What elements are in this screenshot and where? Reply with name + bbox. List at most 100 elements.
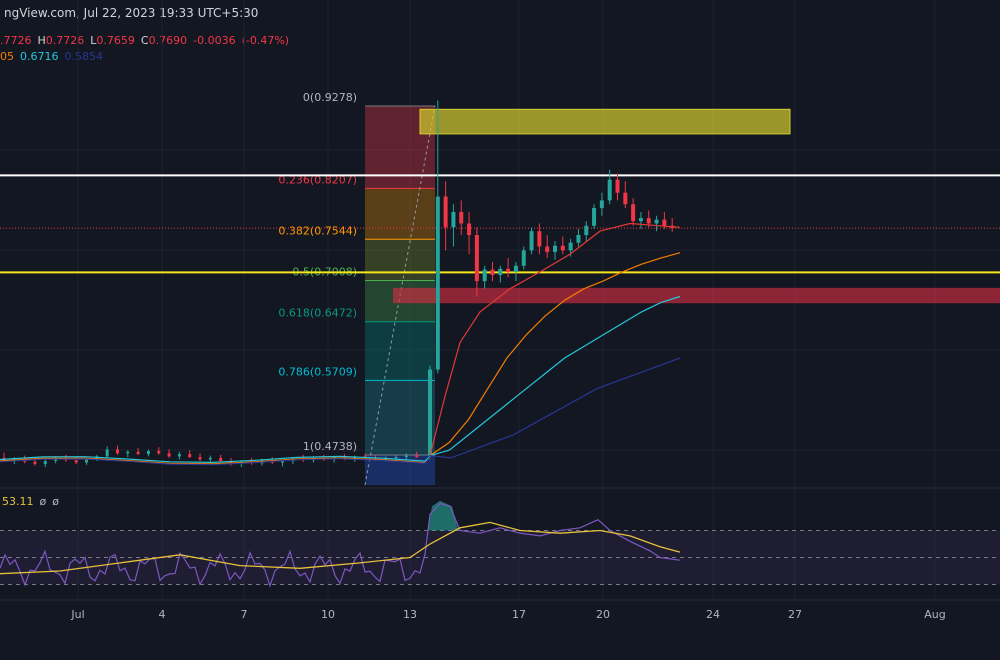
candle-down: [631, 204, 636, 222]
fib-zone: [365, 380, 435, 455]
candle-up: [553, 245, 557, 252]
ma-flat-blue: [0, 456, 431, 466]
candle-up: [607, 179, 612, 201]
x-tick-label: 27: [788, 608, 802, 621]
fib-level-label: 1(0.4738): [303, 440, 357, 453]
chart-source-header: ngView.com, Jul 22, 2023 19:33 UTC+5:30: [4, 6, 259, 20]
rsi-line: [0, 502, 681, 588]
candle-up: [281, 460, 285, 463]
x-tick-label: 24: [706, 608, 720, 621]
candle-up: [404, 455, 408, 458]
candle-down: [662, 219, 667, 226]
x-tick-label: 7: [241, 608, 248, 621]
candle-up: [576, 234, 581, 243]
candle-up: [599, 200, 604, 209]
candle-up: [208, 457, 212, 460]
x-tick-label: 20: [596, 608, 610, 621]
candle-down: [415, 455, 419, 458]
candle-up: [394, 457, 398, 459]
ma-flat-teal: [0, 455, 431, 464]
x-tick-label: Aug: [924, 608, 945, 621]
fib-level-label: 0.618(0.6472): [278, 307, 357, 320]
x-tick-label: 17: [512, 608, 526, 621]
candle-up: [584, 225, 589, 235]
candle-up: [146, 451, 150, 455]
ma-value-1: 05: [0, 50, 14, 63]
candle-down: [490, 269, 495, 275]
candle-down: [33, 461, 37, 465]
candle-down: [545, 246, 550, 252]
candle-up: [85, 459, 89, 463]
candle-up: [126, 451, 130, 454]
candle-down: [157, 451, 161, 454]
candle-down: [198, 457, 202, 460]
rsi-extra-1: ø: [39, 495, 47, 508]
x-tick-label: 10: [321, 608, 335, 621]
candle-down: [506, 268, 511, 272]
candle-down: [136, 451, 140, 455]
ma-value-2: 0.6716: [20, 50, 59, 63]
ohlc-low-label: L: [90, 34, 97, 47]
candle-down: [443, 196, 448, 228]
candle-up: [638, 218, 643, 222]
ohlc-close-label: C: [140, 34, 149, 47]
candle-up: [513, 265, 518, 272]
ohlc-open: .7726: [0, 34, 32, 47]
x-tick-label: Jul: [70, 608, 84, 621]
ohlc-close: 0.7690: [148, 34, 188, 47]
fib-zone: [365, 321, 435, 381]
candle-down: [537, 231, 542, 247]
candle-up: [482, 269, 487, 282]
demand-zone: [393, 287, 1000, 304]
candle-down: [623, 192, 628, 205]
candle-down: [373, 457, 377, 460]
candle-up: [177, 454, 181, 457]
rsi-extra-2: ø: [52, 495, 59, 508]
candle-up: [43, 460, 47, 465]
rsi-readout: 53.11 ø ø: [2, 495, 59, 508]
supply-zone: [419, 108, 791, 135]
fib-level-label: 0.786(0.5709): [278, 365, 357, 378]
fib-zone: [365, 239, 435, 281]
candle-down: [115, 449, 119, 454]
ma-teal-line: [429, 295, 681, 457]
fib-level-label: 0.382(0.7544): [278, 224, 357, 237]
candle-up: [568, 242, 573, 251]
ma-value-3: 0.5854: [64, 50, 104, 63]
candle-up: [428, 369, 432, 456]
ma-blue-line: [429, 357, 681, 459]
ma-orange-line: [429, 252, 681, 457]
candle-down: [474, 234, 479, 282]
candle-down: [615, 179, 620, 193]
fib-zone: [365, 188, 435, 240]
rsi-ma-line: [0, 521, 681, 575]
ohlc-low: 0.7659: [96, 34, 135, 47]
candle-up: [105, 449, 109, 457]
ohlc-change-pct: (-0.47%): [241, 34, 290, 47]
ma-readout: 05 0.6716 0.5854: [0, 50, 103, 63]
ma-flat-orange: [0, 457, 431, 465]
x-tick-label: 13: [403, 608, 417, 621]
candle-up: [435, 196, 440, 370]
candle-up: [654, 219, 659, 224]
candle-up: [529, 231, 534, 251]
ohlc-high: 0.7726: [45, 34, 85, 47]
fib-level-label: 0.236(0.8207): [278, 173, 357, 186]
fib-level-label: 0(0.9278): [303, 91, 357, 104]
candle-down: [74, 460, 78, 463]
candle-up: [592, 208, 597, 226]
candle-up: [521, 250, 526, 266]
candle-down: [219, 457, 223, 461]
candle-down: [188, 454, 192, 458]
candle-down: [560, 245, 565, 251]
ohlc-readout: .7726 H0.7726 L0.7659 C0.7690 -0.0036 (-0.47%…: [0, 34, 295, 47]
ohlc-change: -0.0036: [193, 34, 236, 47]
rsi-value: 53.11: [2, 495, 34, 508]
candle-down: [167, 453, 171, 457]
candle-down: [467, 223, 472, 235]
ohlc-high-label: H: [37, 34, 46, 47]
candle-up: [498, 268, 503, 275]
candle-up: [451, 211, 456, 228]
